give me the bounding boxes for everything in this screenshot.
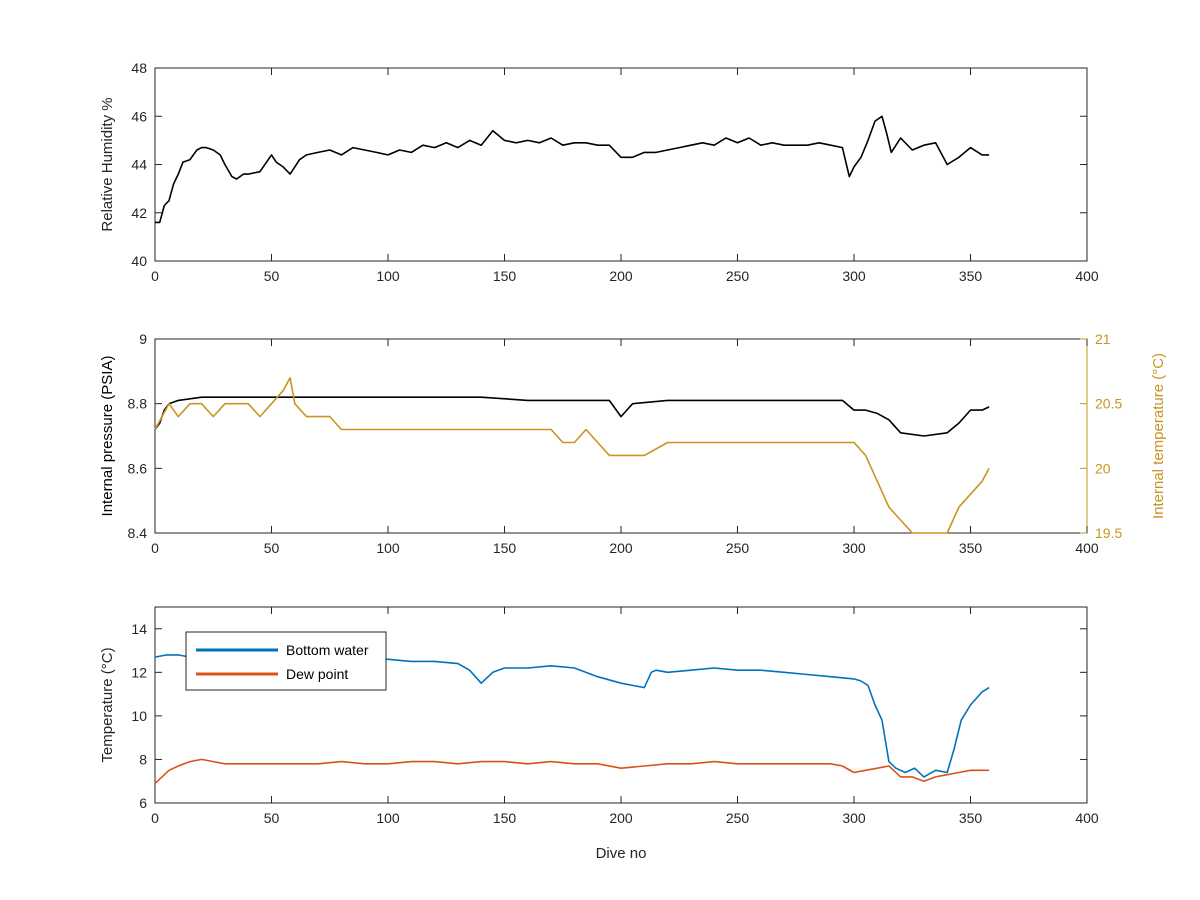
x-tick-label: 150	[493, 540, 517, 556]
x-tick-label: 200	[609, 810, 633, 826]
y-tick-label: 12	[131, 664, 147, 680]
x-tick-label: 50	[264, 268, 280, 284]
series-line-1-1	[155, 115, 990, 224]
x-tick-label: 150	[493, 268, 517, 284]
series-line-2-1	[154, 396, 990, 437]
x-tick-label: 400	[1075, 810, 1099, 826]
y-tick-label: 9	[139, 331, 147, 347]
right-y-tick-label: 20	[1095, 460, 1111, 476]
y-tick-label: 8.6	[128, 460, 148, 476]
right-y-tick-label: 20.5	[1095, 396, 1122, 412]
x-tick-label: 300	[842, 268, 866, 284]
y-tick-label: 6	[139, 795, 147, 811]
y-tick-label: 8	[139, 751, 147, 767]
y-tick-label: 48	[131, 60, 147, 76]
y-tick-label: 8.8	[128, 396, 148, 412]
plot-frame-1	[154, 67, 1088, 262]
y-axis-label: Internal pressure (PSIA)	[99, 356, 116, 517]
x-tick-label: 200	[609, 268, 633, 284]
x-tick-label: 350	[959, 268, 983, 284]
x-tick-label: 350	[959, 810, 983, 826]
y-tick-label: 46	[131, 108, 147, 124]
x-tick-label: 100	[376, 540, 400, 556]
y-tick-label: 40	[131, 253, 147, 269]
x-axis-label: Dive no	[596, 845, 647, 862]
x-tick-label: 250	[726, 810, 750, 826]
x-tick-label: 0	[151, 268, 159, 284]
legend-label: Dew point	[286, 666, 348, 682]
x-tick-label: 50	[264, 540, 280, 556]
x-tick-label: 300	[842, 810, 866, 826]
y-tick-label: 14	[131, 621, 147, 637]
right-y-tick-label: 21	[1095, 331, 1111, 347]
x-tick-label: 400	[1075, 268, 1099, 284]
y-tick-label: 44	[131, 157, 147, 173]
y-tick-label: 10	[131, 708, 147, 724]
x-tick-label: 200	[609, 540, 633, 556]
y-tick-label: 8.4	[128, 525, 148, 541]
right-y-axis-label: Internal temperature (°C)	[1150, 353, 1167, 519]
y-tick-label: 42	[131, 205, 147, 221]
y-axis-label: Relative Humidity %	[99, 97, 116, 231]
right-y-tick-label: 19.5	[1095, 525, 1122, 541]
y-axis-label: Temperature (°C)	[99, 647, 116, 762]
plot-frame-2	[154, 338, 1088, 534]
x-tick-label: 150	[493, 810, 517, 826]
legend-label: Bottom water	[286, 642, 369, 658]
legend-box	[185, 631, 387, 691]
x-tick-label: 300	[842, 540, 866, 556]
x-tick-label: 400	[1075, 540, 1099, 556]
series-line-3-2	[154, 758, 990, 784]
x-tick-label: 100	[376, 268, 400, 284]
series-line-2-2	[154, 376, 990, 534]
x-tick-label: 250	[726, 268, 750, 284]
x-tick-label: 50	[264, 810, 280, 826]
x-tick-label: 0	[151, 540, 159, 556]
x-tick-label: 100	[376, 810, 400, 826]
x-tick-label: 250	[726, 540, 750, 556]
x-tick-label: 350	[959, 540, 983, 556]
x-tick-label: 0	[151, 810, 159, 826]
